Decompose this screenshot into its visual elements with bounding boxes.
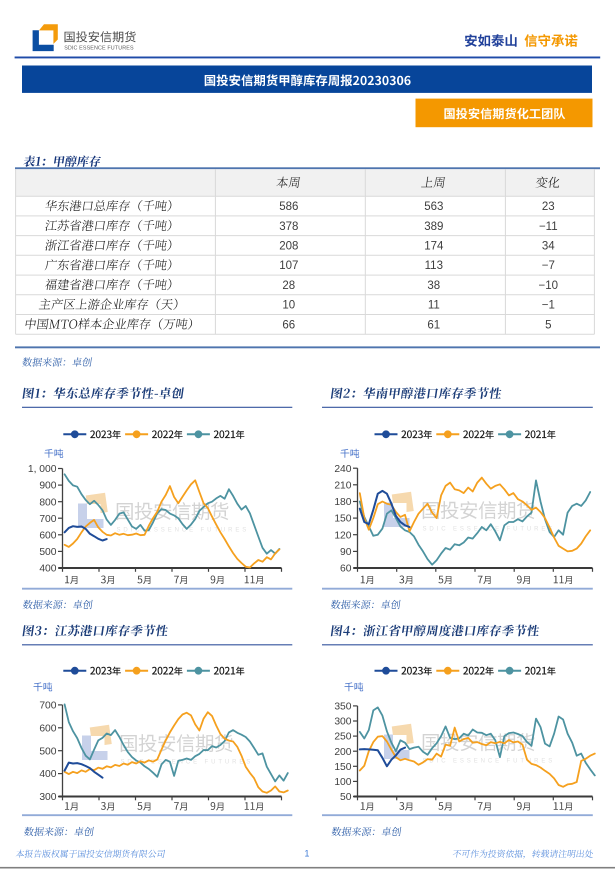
svg-text:700: 700 — [39, 701, 56, 712]
svg-text:500: 500 — [39, 547, 56, 558]
svg-text:400: 400 — [39, 769, 56, 780]
svg-text:11: 11 — [428, 300, 440, 312]
svg-text:240: 240 — [334, 464, 351, 475]
svg-text:586: 586 — [279, 201, 298, 213]
svg-text:66: 66 — [282, 319, 295, 331]
svg-text:1: 1 — [305, 849, 310, 859]
svg-text:250: 250 — [334, 732, 351, 743]
svg-text:61: 61 — [427, 319, 440, 331]
svg-text:389: 389 — [424, 221, 443, 233]
svg-text:174: 174 — [424, 241, 444, 253]
svg-text:5: 5 — [545, 319, 551, 331]
svg-text:300: 300 — [334, 717, 351, 728]
svg-text:23: 23 — [542, 201, 555, 213]
svg-text:−1: −1 — [542, 300, 555, 312]
svg-text:38: 38 — [427, 280, 440, 292]
svg-text:210: 210 — [334, 480, 351, 491]
svg-text:107: 107 — [279, 260, 298, 272]
svg-text:208: 208 — [279, 241, 298, 253]
svg-text:300: 300 — [39, 792, 56, 803]
svg-text:180: 180 — [334, 497, 351, 508]
svg-text:−7: −7 — [542, 260, 555, 272]
svg-text:28: 28 — [282, 280, 295, 292]
svg-text:−11: −11 — [539, 221, 558, 233]
svg-text:34: 34 — [542, 241, 555, 253]
svg-text:150: 150 — [334, 514, 351, 525]
svg-text:700: 700 — [39, 514, 56, 525]
svg-text:150: 150 — [334, 762, 351, 773]
svg-text:200: 200 — [334, 747, 351, 758]
svg-text:1, 000: 1, 000 — [28, 464, 57, 475]
svg-text:113: 113 — [425, 260, 443, 272]
svg-text:100: 100 — [334, 777, 351, 788]
svg-text:350: 350 — [334, 702, 351, 713]
svg-text:10: 10 — [282, 300, 295, 312]
svg-text:563: 563 — [424, 201, 443, 213]
svg-text:−10: −10 — [539, 280, 559, 292]
svg-text:120: 120 — [334, 530, 351, 541]
svg-text:90: 90 — [340, 547, 352, 558]
svg-text:400: 400 — [39, 564, 56, 575]
svg-text:60: 60 — [340, 564, 352, 575]
svg-text:600: 600 — [39, 723, 56, 734]
svg-text:900: 900 — [39, 481, 56, 492]
svg-text:500: 500 — [39, 746, 56, 757]
svg-text:SDIC ESSENCE FUTURES: SDIC ESSENCE FUTURES — [64, 46, 134, 52]
svg-text:800: 800 — [39, 497, 56, 508]
svg-text:50: 50 — [340, 792, 352, 803]
svg-text:600: 600 — [39, 530, 56, 541]
svg-text:378: 378 — [279, 221, 298, 233]
